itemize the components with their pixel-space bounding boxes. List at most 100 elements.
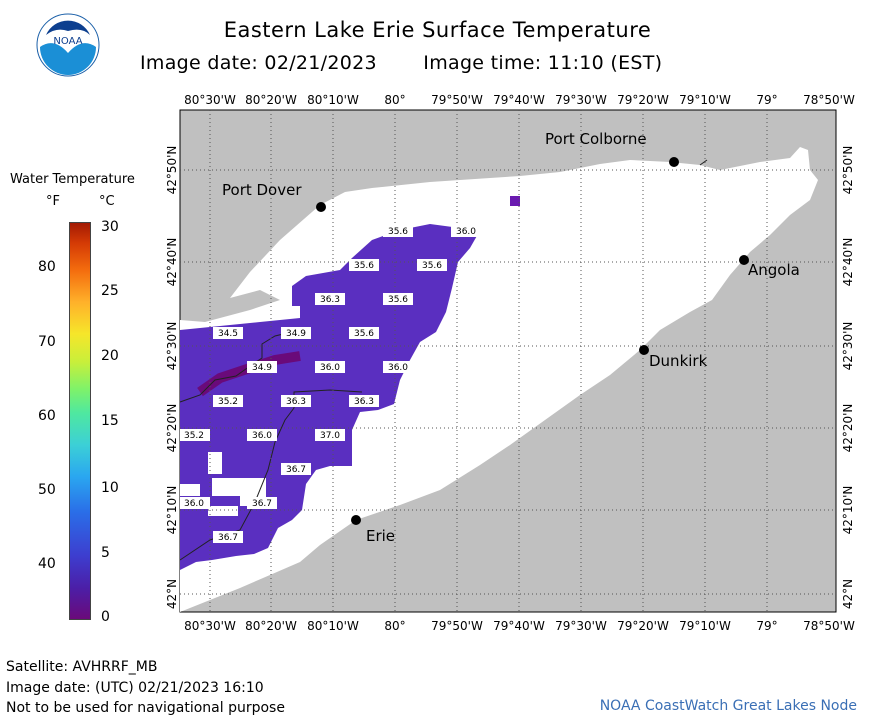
temp-label: 34.5 xyxy=(213,327,243,339)
logo-text: NOAA xyxy=(53,36,82,47)
svg-text:79°10'W: 79°10'W xyxy=(679,619,731,633)
svg-text:37.0: 37.0 xyxy=(320,431,340,441)
svg-text:42°20'N: 42°20'N xyxy=(165,404,179,453)
temp-label: 35.6 xyxy=(417,259,447,271)
svg-text:80°20'W: 80°20'W xyxy=(245,619,297,633)
svg-text:42°50'N: 42°50'N xyxy=(841,146,855,195)
svg-text:79°30'W: 79°30'W xyxy=(555,93,607,107)
svg-text:42°N: 42°N xyxy=(841,579,855,609)
city-erie: Erie xyxy=(351,515,395,545)
svg-text:42°20'N: 42°20'N xyxy=(841,404,855,453)
page-title: Eastern Lake Erie Surface Temperature xyxy=(223,18,652,42)
f-tick: 70 xyxy=(38,334,56,350)
f-tick: 80 xyxy=(38,259,56,275)
city-port-dover: Port Dover xyxy=(222,181,326,212)
svg-text:35.6: 35.6 xyxy=(354,261,374,271)
svg-text:34.9: 34.9 xyxy=(252,363,272,373)
svg-text:Port Dover: Port Dover xyxy=(222,181,302,199)
svg-text:42°40'N: 42°40'N xyxy=(165,238,179,287)
svg-text:36.7: 36.7 xyxy=(252,499,272,509)
temp-label: 36.3 xyxy=(281,395,311,407)
svg-text:36.7: 36.7 xyxy=(218,533,238,543)
unit-fahrenheit: °F xyxy=(46,194,60,209)
city-marker-icon xyxy=(739,255,749,265)
temp-label: 36.0 xyxy=(315,361,345,373)
noaa-logo-icon: NOAA xyxy=(36,13,100,81)
svg-text:42°10'N: 42°10'N xyxy=(165,486,179,535)
c-tick: 0 xyxy=(101,609,110,625)
temp-label: 37.0 xyxy=(315,429,345,441)
svg-text:36.0: 36.0 xyxy=(456,227,476,237)
svg-text:36.3: 36.3 xyxy=(354,397,374,407)
satellite-info: Satellite: AVHRRF_MB xyxy=(6,659,158,675)
lon-labels-bottom: 80°30'W 80°20'W 80°10'W 80° 79°50'W 79°4… xyxy=(184,619,855,633)
svg-text:79°20'W: 79°20'W xyxy=(617,619,669,633)
temp-label: 36.3 xyxy=(315,293,345,305)
c-tick: 20 xyxy=(101,348,119,364)
svg-text:35.2: 35.2 xyxy=(184,431,204,441)
svg-text:42°30'N: 42°30'N xyxy=(841,322,855,371)
svg-text:35.6: 35.6 xyxy=(388,227,408,237)
image-date: Image date: 02/21/2023 xyxy=(140,52,377,74)
svg-text:42°10'N: 42°10'N xyxy=(841,486,855,535)
temp-label: 34.9 xyxy=(247,361,277,373)
f-tick: 50 xyxy=(38,482,56,498)
svg-text:42°40'N: 42°40'N xyxy=(841,238,855,287)
isolated-pixel xyxy=(510,196,520,206)
temp-label: 36.7 xyxy=(213,531,243,543)
c-tick: 5 xyxy=(101,545,110,561)
unit-celsius: °C xyxy=(99,194,115,209)
temp-label: 36.7 xyxy=(247,497,277,509)
svg-text:36.3: 36.3 xyxy=(320,295,340,305)
svg-text:79°40'W: 79°40'W xyxy=(493,93,545,107)
c-tick: 25 xyxy=(101,283,119,299)
svg-text:34.9: 34.9 xyxy=(286,329,306,339)
noaa-node-credit: NOAA CoastWatch Great Lakes Node xyxy=(599,698,857,714)
svg-text:42°30'N: 42°30'N xyxy=(165,322,179,371)
temp-label: 36.0 xyxy=(247,429,277,441)
svg-text:79°40'W: 79°40'W xyxy=(493,619,545,633)
image-time: Image time: 11:10 (EST) xyxy=(423,52,663,74)
temp-label: 36.7 xyxy=(281,463,311,475)
svg-text:Dunkirk: Dunkirk xyxy=(649,352,708,370)
svg-text:78°50'W: 78°50'W xyxy=(803,619,855,633)
legend-title: Water Temperature xyxy=(10,172,135,187)
temp-label: 35.6 xyxy=(383,293,413,305)
svg-text:35.6: 35.6 xyxy=(422,261,442,271)
svg-text:80°10'W: 80°10'W xyxy=(307,619,359,633)
svg-text:35.2: 35.2 xyxy=(218,397,238,407)
svg-text:Angola: Angola xyxy=(748,261,800,279)
city-marker-icon xyxy=(351,515,361,525)
svg-text:35.6: 35.6 xyxy=(388,295,408,305)
svg-text:80°: 80° xyxy=(384,93,405,107)
city-marker-icon xyxy=(639,345,649,355)
svg-text:36.0: 36.0 xyxy=(320,363,340,373)
temp-label: 35.6 xyxy=(383,225,413,237)
c-tick: 30 xyxy=(101,219,119,235)
svg-text:79°30'W: 79°30'W xyxy=(555,619,607,633)
svg-text:36.0: 36.0 xyxy=(252,431,272,441)
utc-date: Image date: (UTC) 02/21/2023 16:10 xyxy=(6,680,264,696)
temp-label-group: 35.6 36.0 35.6 35.6 36.3 35.6 34.5 34.9 … xyxy=(180,225,481,543)
temp-label: 34.9 xyxy=(281,327,311,339)
svg-text:79°20'W: 79°20'W xyxy=(617,93,669,107)
lake-water xyxy=(180,147,818,612)
temperature-color-bar xyxy=(69,222,91,620)
lon-labels-top: 80°30'W 80°20'W 80°10'W 80° 79°50'W 79°4… xyxy=(184,93,855,107)
svg-text:80°: 80° xyxy=(384,619,405,633)
f-tick: 60 xyxy=(38,408,56,424)
temp-label: 36.3 xyxy=(349,395,379,407)
svg-text:42°50'N: 42°50'N xyxy=(165,146,179,195)
city-port-colborne: Port Colborne xyxy=(545,130,679,167)
svg-text:36.3: 36.3 xyxy=(286,397,306,407)
graticule xyxy=(180,110,836,612)
svg-text:79°: 79° xyxy=(756,93,777,107)
temp-label: 36.0 xyxy=(180,497,210,509)
svg-text:78°50'W: 78°50'W xyxy=(803,93,855,107)
temp-label: 35.6 xyxy=(349,259,379,271)
c-tick: 10 xyxy=(101,480,119,496)
temp-label: 35.2 xyxy=(213,395,243,407)
svg-text:Erie: Erie xyxy=(366,527,395,545)
svg-text:79°50'W: 79°50'W xyxy=(431,619,483,633)
